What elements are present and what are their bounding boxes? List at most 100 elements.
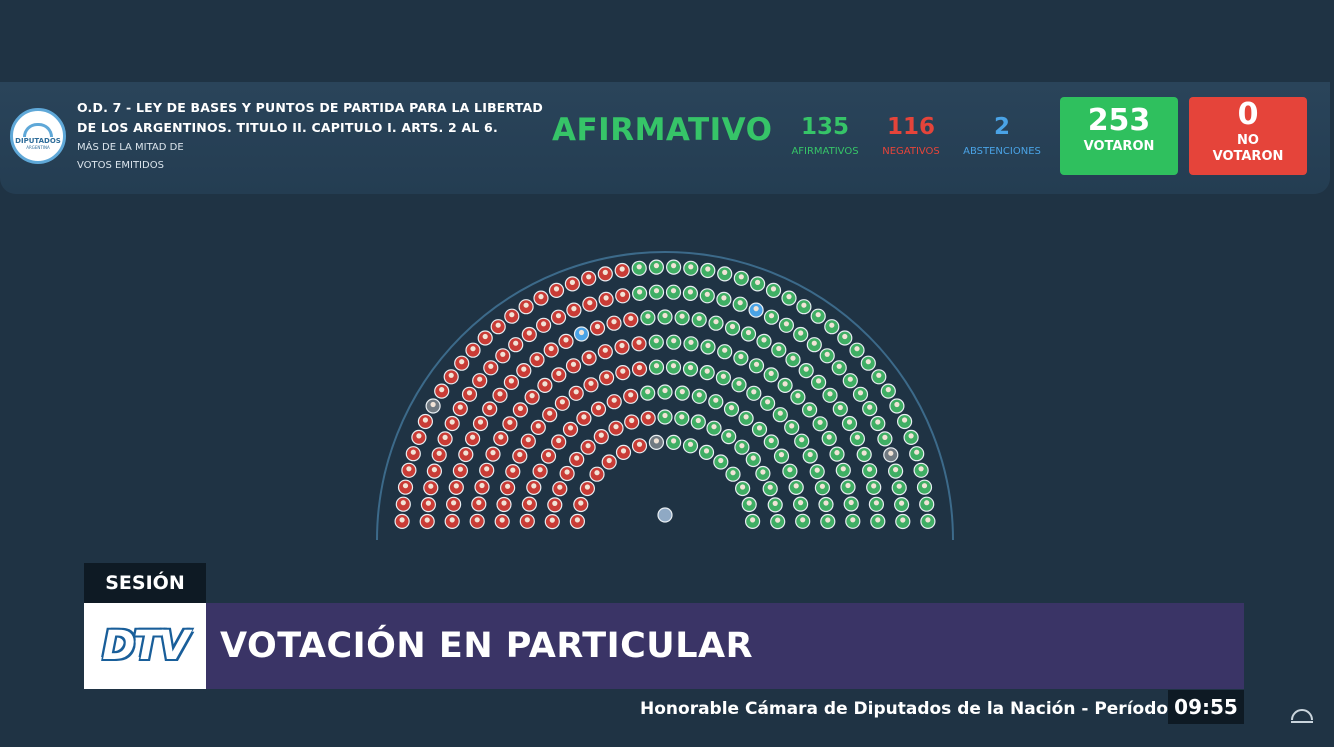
seat xyxy=(631,438,648,454)
seat xyxy=(773,448,790,464)
seat xyxy=(562,421,579,437)
seat xyxy=(778,317,795,333)
seat xyxy=(492,387,508,403)
seat xyxy=(814,480,831,496)
seat xyxy=(623,312,639,328)
seat xyxy=(785,352,801,368)
seat xyxy=(589,466,605,482)
seat xyxy=(691,388,707,404)
seat xyxy=(598,291,614,308)
seat xyxy=(597,344,613,360)
seat xyxy=(674,385,690,401)
seat xyxy=(426,463,442,479)
seat xyxy=(615,288,631,304)
seat xyxy=(866,479,882,495)
seat xyxy=(598,370,615,386)
seat xyxy=(502,416,518,432)
seat xyxy=(520,433,536,449)
seat xyxy=(452,463,468,479)
seat xyxy=(465,431,481,447)
seat xyxy=(749,276,766,292)
seat xyxy=(871,369,887,385)
seat xyxy=(615,444,632,460)
seat xyxy=(829,446,845,462)
seat xyxy=(554,395,571,411)
seat xyxy=(755,465,771,482)
seat xyxy=(589,320,606,336)
seat xyxy=(493,430,509,447)
seat xyxy=(564,276,581,292)
seat xyxy=(716,291,732,308)
seat xyxy=(565,358,582,374)
seat xyxy=(810,374,827,390)
seat xyxy=(843,496,859,512)
seat xyxy=(831,360,847,376)
logo-subtext: ARGENTINA xyxy=(26,144,50,150)
seat xyxy=(820,513,836,530)
seat xyxy=(822,387,838,403)
seat xyxy=(423,480,439,496)
seat xyxy=(544,514,560,530)
seat xyxy=(401,462,417,478)
seat xyxy=(819,348,835,364)
seat xyxy=(801,402,818,418)
dtv-logo-text: DTV xyxy=(102,623,189,669)
seat xyxy=(832,401,848,417)
seat xyxy=(444,513,460,529)
seat xyxy=(614,339,630,355)
seat xyxy=(849,431,866,447)
seat xyxy=(472,373,488,389)
seat xyxy=(849,342,865,358)
seat xyxy=(631,285,648,302)
seat xyxy=(524,389,540,405)
seat xyxy=(558,333,574,349)
seat xyxy=(569,513,586,529)
seat xyxy=(505,464,521,480)
seat xyxy=(794,433,810,449)
seat xyxy=(503,374,519,390)
seat xyxy=(731,377,747,393)
seat xyxy=(485,446,501,462)
seat xyxy=(395,496,411,512)
seat xyxy=(724,320,741,336)
seat xyxy=(580,439,596,455)
seat xyxy=(683,260,699,276)
seat xyxy=(551,434,567,450)
seat xyxy=(648,434,665,450)
seat xyxy=(732,296,748,312)
seat xyxy=(818,496,834,513)
seat xyxy=(624,414,640,430)
seat xyxy=(802,448,818,464)
seat xyxy=(683,336,699,352)
seat xyxy=(725,466,741,482)
seat xyxy=(798,363,814,379)
seat xyxy=(812,416,828,432)
clock: 09:55 xyxy=(1168,690,1244,724)
seat xyxy=(590,401,607,417)
seat xyxy=(657,309,673,325)
seat xyxy=(631,361,648,377)
seat xyxy=(763,367,779,383)
seat xyxy=(665,284,682,300)
seat xyxy=(479,462,495,478)
logo-text: DIPUTADOS xyxy=(15,136,61,145)
seat xyxy=(666,334,682,350)
seat xyxy=(559,465,575,482)
seat xyxy=(674,310,690,326)
seat xyxy=(443,369,459,385)
diputados-logo: DIPUTADOS ARGENTINA xyxy=(10,108,66,164)
seat xyxy=(919,496,935,512)
seat xyxy=(806,337,822,353)
seat xyxy=(698,444,715,460)
seat xyxy=(877,431,893,447)
seat xyxy=(483,360,499,376)
seat xyxy=(665,359,682,375)
seat xyxy=(717,344,733,360)
seat xyxy=(552,481,568,497)
seat xyxy=(916,479,933,495)
seat xyxy=(434,383,450,399)
seat xyxy=(913,462,929,478)
seat xyxy=(746,385,762,401)
seat xyxy=(860,355,876,371)
seat xyxy=(512,448,528,464)
